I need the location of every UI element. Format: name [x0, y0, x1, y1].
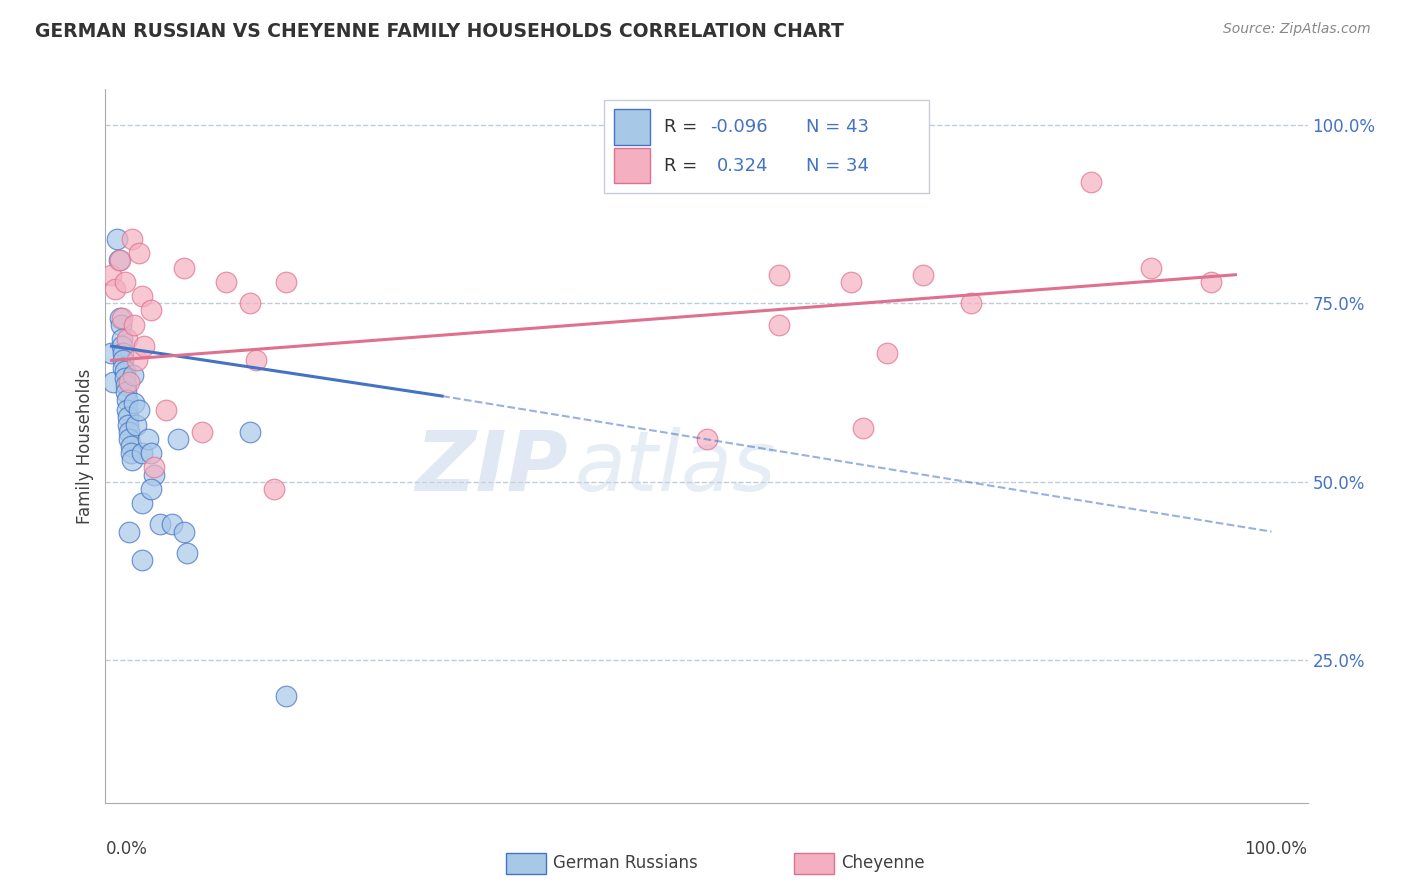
- Point: [122, 368, 145, 382]
- Point: [768, 268, 790, 282]
- Point: [131, 446, 153, 460]
- Point: [128, 246, 150, 260]
- Point: [115, 385, 138, 400]
- Point: [239, 296, 262, 310]
- FancyBboxPatch shape: [605, 100, 929, 193]
- Text: 0.0%: 0.0%: [105, 840, 148, 858]
- Point: [114, 364, 136, 378]
- Point: [100, 268, 122, 282]
- Point: [132, 339, 155, 353]
- Point: [190, 425, 212, 439]
- Point: [112, 360, 135, 375]
- Point: [107, 253, 129, 268]
- Point: [115, 392, 138, 407]
- Text: German Russians: German Russians: [553, 855, 697, 872]
- Point: [852, 421, 875, 435]
- Point: [112, 346, 135, 360]
- Point: [1080, 175, 1102, 189]
- Point: [118, 425, 141, 439]
- Point: [114, 371, 136, 385]
- Text: R =: R =: [665, 118, 703, 136]
- Point: [124, 417, 146, 432]
- Point: [139, 482, 162, 496]
- Point: [176, 546, 198, 560]
- Point: [139, 446, 162, 460]
- Point: [131, 496, 153, 510]
- Point: [118, 375, 141, 389]
- Point: [108, 253, 131, 268]
- Point: [128, 403, 150, 417]
- Point: [120, 446, 142, 460]
- Point: [110, 318, 132, 332]
- Point: [125, 353, 148, 368]
- Point: [274, 275, 297, 289]
- Point: [911, 268, 934, 282]
- Point: [118, 432, 141, 446]
- Point: [117, 417, 139, 432]
- Point: [131, 553, 153, 567]
- Point: [173, 260, 195, 275]
- Y-axis label: Family Households: Family Households: [76, 368, 94, 524]
- Text: atlas: atlas: [574, 427, 776, 508]
- Point: [115, 403, 138, 417]
- Point: [245, 353, 267, 368]
- Point: [111, 339, 134, 353]
- Point: [239, 425, 262, 439]
- Point: [214, 275, 236, 289]
- Text: -0.096: -0.096: [710, 118, 768, 136]
- Point: [160, 517, 183, 532]
- Point: [155, 403, 177, 417]
- Point: [107, 232, 129, 246]
- Point: [876, 346, 898, 360]
- Point: [124, 396, 146, 410]
- Point: [696, 432, 718, 446]
- Text: Cheyenne: Cheyenne: [841, 855, 924, 872]
- Point: [115, 332, 138, 346]
- Point: [120, 439, 142, 453]
- Point: [1140, 260, 1163, 275]
- Point: [121, 453, 143, 467]
- Point: [274, 689, 297, 703]
- Point: [111, 332, 134, 346]
- Point: [100, 346, 122, 360]
- Point: [108, 310, 131, 325]
- Point: [960, 296, 983, 310]
- Text: N = 43: N = 43: [806, 118, 869, 136]
- Point: [839, 275, 862, 289]
- Text: R =: R =: [665, 157, 709, 175]
- Point: [111, 310, 134, 325]
- Point: [118, 524, 141, 539]
- Point: [117, 410, 139, 425]
- Text: N = 34: N = 34: [806, 157, 869, 175]
- Point: [101, 375, 124, 389]
- Point: [121, 232, 143, 246]
- Point: [131, 289, 153, 303]
- Text: 100.0%: 100.0%: [1244, 840, 1308, 858]
- Point: [768, 318, 790, 332]
- Point: [142, 467, 165, 482]
- Text: ZIP: ZIP: [416, 427, 568, 508]
- Text: Source: ZipAtlas.com: Source: ZipAtlas.com: [1223, 22, 1371, 37]
- Point: [1201, 275, 1223, 289]
- Text: GERMAN RUSSIAN VS CHEYENNE FAMILY HOUSEHOLDS CORRELATION CHART: GERMAN RUSSIAN VS CHEYENNE FAMILY HOUSEH…: [35, 22, 844, 41]
- FancyBboxPatch shape: [614, 148, 650, 184]
- Point: [139, 303, 162, 318]
- Point: [124, 318, 146, 332]
- Point: [136, 432, 159, 446]
- Point: [173, 524, 195, 539]
- Point: [142, 460, 165, 475]
- Point: [114, 275, 136, 289]
- Point: [115, 378, 138, 392]
- Text: 0.324: 0.324: [717, 157, 769, 175]
- FancyBboxPatch shape: [614, 109, 650, 145]
- Point: [263, 482, 285, 496]
- Point: [112, 353, 135, 368]
- Point: [166, 432, 188, 446]
- Point: [148, 517, 170, 532]
- Point: [104, 282, 127, 296]
